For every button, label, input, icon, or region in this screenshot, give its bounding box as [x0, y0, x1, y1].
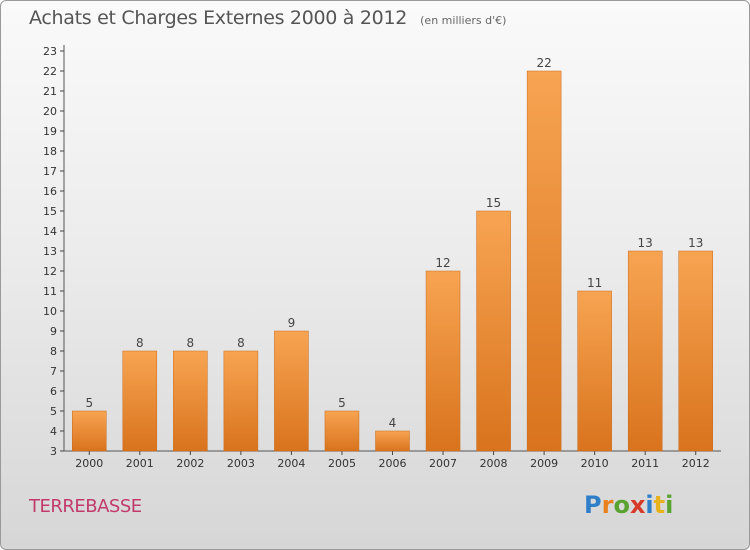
- commune-name: TERREBASSE: [29, 496, 142, 517]
- data-label: 4: [389, 416, 397, 430]
- data-label: 8: [187, 336, 195, 350]
- x-tick-label: 2009: [530, 457, 558, 470]
- logo-letter: r: [601, 491, 614, 519]
- y-tick-label: 9: [50, 325, 57, 338]
- y-tick-label: 21: [43, 85, 57, 98]
- logo-letter: o: [613, 491, 630, 519]
- bar-2007: [425, 270, 461, 452]
- x-tick-label: 2004: [277, 457, 305, 470]
- data-label: 13: [688, 236, 703, 250]
- y-tick-label: 14: [43, 225, 57, 238]
- bar-2008: [476, 210, 511, 452]
- y-tick-label: 6: [50, 385, 57, 398]
- bar-2002: [173, 350, 208, 452]
- y-tick-label: 23: [43, 45, 57, 58]
- logo-letter: t: [653, 491, 666, 519]
- x-tick-label: 2000: [75, 457, 103, 470]
- data-label: 12: [435, 256, 450, 270]
- data-label: 8: [237, 336, 245, 350]
- data-label: 8: [136, 336, 144, 350]
- y-tick-label: 15: [43, 205, 57, 218]
- bar-2012: [678, 250, 713, 452]
- y-tick-label: 3: [50, 445, 57, 458]
- y-tick-label: 4: [50, 425, 57, 438]
- x-tick-label: 2012: [682, 457, 710, 470]
- bar-2011: [627, 250, 663, 452]
- bar-2006: [375, 430, 410, 452]
- chart-subtitle: (en milliers d'€): [420, 14, 507, 27]
- data-label: 11: [587, 276, 602, 290]
- chart-title: Achats et Charges Externes 2000 à 2012: [29, 7, 408, 29]
- y-tick-label: 5: [50, 405, 57, 418]
- logo-letter: P: [584, 491, 602, 519]
- x-tick-label: 2008: [480, 457, 508, 470]
- bar-2000: [72, 410, 107, 452]
- x-tick-label: 2005: [328, 457, 356, 470]
- logo-letter: i: [645, 491, 654, 519]
- x-tick-label: 2003: [227, 457, 255, 470]
- x-tick-label: 2002: [176, 457, 204, 470]
- y-tick-label: 19: [43, 125, 57, 138]
- y-tick-label: 13: [43, 245, 57, 258]
- y-tick-label: 10: [43, 305, 57, 318]
- x-tick-label: 2011: [631, 457, 659, 470]
- data-label: 9: [288, 316, 296, 330]
- data-label: 5: [85, 396, 93, 410]
- logo-letter: x: [629, 491, 646, 519]
- x-tick-label: 2010: [581, 457, 609, 470]
- y-tick-label: 7: [50, 365, 57, 378]
- bar-2010: [577, 290, 612, 452]
- y-tick-label: 8: [50, 345, 57, 358]
- proxiti-logo[interactable]: Proxiti: [584, 491, 673, 519]
- bar-2005: [324, 410, 360, 452]
- x-tick-label: 2006: [379, 457, 407, 470]
- title-line: Achats et Charges Externes 2000 à 2012 (…: [29, 7, 506, 29]
- data-label: 13: [638, 236, 653, 250]
- data-label: 5: [338, 396, 346, 410]
- y-tick-label: 22: [43, 65, 57, 78]
- y-tick-label: 12: [43, 265, 57, 278]
- data-label: 15: [486, 196, 501, 210]
- x-tick-label: 2007: [429, 457, 457, 470]
- y-tick-label: 17: [43, 165, 57, 178]
- logo-letter: i: [665, 491, 674, 519]
- data-label: 22: [536, 56, 551, 70]
- bar-2001: [122, 350, 158, 452]
- y-tick-label: 11: [43, 285, 57, 298]
- x-tick-label: 2001: [126, 457, 154, 470]
- bar-2004: [274, 330, 309, 452]
- bar-2009: [526, 70, 562, 452]
- bar-2003: [223, 350, 259, 452]
- y-tick-label: 16: [43, 185, 57, 198]
- y-tick-label: 20: [43, 105, 57, 118]
- y-tick-label: 18: [43, 145, 57, 158]
